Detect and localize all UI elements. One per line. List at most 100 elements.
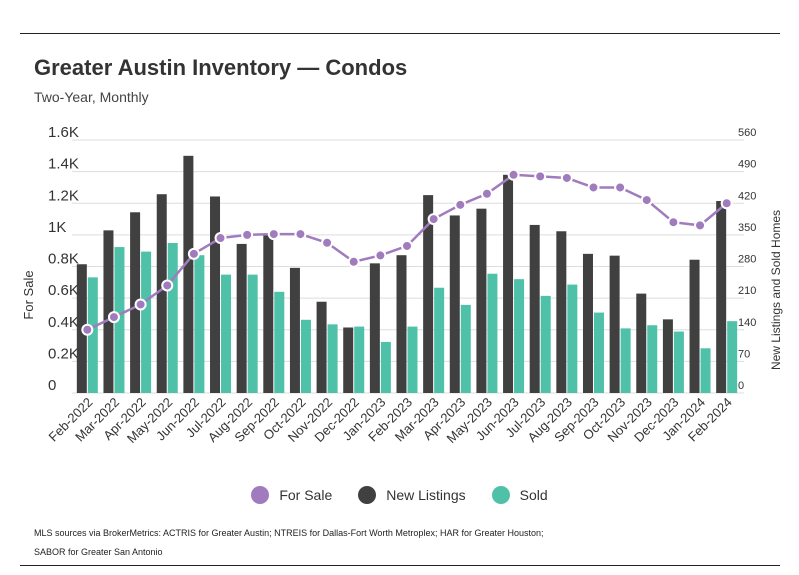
bottom-rule — [20, 565, 780, 566]
sold-bar — [141, 251, 152, 393]
for-sale-point — [214, 232, 227, 245]
new-listings-swatch-icon — [358, 486, 377, 504]
y-tick-label: 0.6K — [48, 282, 79, 299]
sold-bar — [380, 341, 391, 393]
y2-tick-label: 70 — [738, 348, 750, 360]
legend: For Sale New Listings Sold — [0, 486, 799, 504]
sold-bar — [593, 312, 604, 393]
new-listings-bar — [183, 155, 194, 393]
new-listings-bar — [689, 259, 700, 393]
chart-subtitle: Two-Year, Monthly — [34, 89, 149, 105]
for-sale-point — [161, 279, 174, 292]
for-sale-point — [347, 255, 360, 268]
left-axis-ticks: 0 0.2K 0.4K 0.6K 0.8K 1K 1.2K 1.4K 1.6K — [48, 124, 79, 394]
new-listings-bar — [662, 319, 673, 393]
new-listings-bar — [582, 253, 593, 393]
sold-bar — [167, 243, 178, 393]
new-listings-bar — [316, 301, 327, 393]
new-listings-bar — [716, 200, 727, 393]
new-listings-bar — [210, 196, 221, 393]
y-tick-label: 1.4K — [48, 156, 79, 173]
y-tick-label: 1K — [48, 219, 66, 236]
for-sale-point — [720, 197, 733, 210]
sold-bar — [567, 284, 578, 393]
y2-tick-label: 140 — [738, 317, 756, 329]
y2-axis-label: New Listings and Sold Homes — [769, 210, 783, 370]
for-sale-point — [507, 168, 520, 181]
y2-tick-label: 210 — [738, 285, 756, 297]
for-sale-point — [694, 219, 707, 232]
for-sale-point — [401, 239, 413, 252]
y-tick-label: 1.2K — [48, 187, 79, 204]
y-tick-label: 0.2K — [48, 345, 79, 362]
bars — [76, 155, 738, 393]
new-listings-bar — [289, 267, 300, 393]
chart-canvas: 0 0.2K 0.4K 0.6K 0.8K 1K 1.2K 1.4K 1.6K 0 70 140 21… — [21, 124, 783, 446]
sold-bar — [620, 328, 631, 393]
for-sale-point — [560, 171, 573, 184]
sold-bar — [327, 324, 338, 393]
for-sale-point — [614, 181, 627, 194]
sold-bar — [647, 325, 658, 393]
for-sale-point — [267, 228, 280, 241]
legend-item-sold: Sold — [491, 486, 548, 504]
sold-bar — [114, 247, 125, 393]
sold-bar — [727, 321, 738, 393]
y2-tick-label: 420 — [738, 190, 756, 202]
sold-bar — [221, 274, 232, 393]
for-sale-point — [374, 249, 387, 262]
for-sale-swatch-icon — [251, 486, 270, 504]
for-sale-point — [480, 187, 493, 200]
new-listings-bar — [423, 195, 434, 393]
legend-label-sold: Sold — [519, 487, 548, 503]
y-axis-label: For Sale — [21, 270, 36, 319]
legend-label-for-sale: For Sale — [279, 487, 333, 503]
new-listings-bar — [369, 263, 380, 393]
for-sale-point — [107, 311, 120, 324]
source-note: MLS sources via BrokerMetrics: ACTRIS fo… — [34, 528, 544, 557]
for-sale-point — [134, 298, 147, 311]
new-listings-bar — [503, 174, 514, 393]
new-listings-bar — [263, 234, 274, 393]
for-sale-point — [294, 228, 307, 241]
y2-tick-label: 560 — [738, 127, 756, 139]
for-sale-point — [640, 194, 653, 207]
y2-tick-label: 280 — [738, 254, 756, 266]
new-listings-bar — [529, 224, 540, 393]
y-tick-label: 1.6K — [48, 124, 79, 141]
for-sale-line — [81, 168, 733, 336]
for-sale-line-path — [86, 173, 728, 331]
y-tick-label: 0.4K — [48, 314, 79, 331]
new-listings-bar — [103, 230, 114, 393]
for-sale-point — [187, 247, 200, 260]
for-sale-point — [587, 181, 600, 194]
sold-swatch-icon — [491, 486, 510, 504]
sold-bar — [434, 287, 445, 393]
top-rule — [20, 33, 780, 34]
for-sale-point — [81, 323, 94, 336]
sold-bar — [274, 291, 285, 393]
new-listings-bar — [236, 243, 247, 393]
for-sale-point — [454, 198, 467, 211]
sold-bar — [407, 326, 418, 393]
new-listings-bar — [476, 208, 487, 393]
sold-bar — [354, 326, 365, 393]
new-listings-bar — [636, 293, 647, 393]
sold-bar — [487, 273, 498, 393]
sold-bar — [194, 255, 205, 393]
sold-bar — [247, 274, 258, 393]
for-sale-point — [321, 236, 334, 249]
y2-tick-label: 0 — [738, 380, 744, 392]
sold-bar — [540, 295, 551, 393]
new-listings-bar — [396, 255, 407, 393]
for-sale-point — [534, 170, 547, 183]
y2-tick-label: 350 — [738, 222, 756, 234]
for-sale-point — [241, 228, 254, 241]
y2-tick-label: 490 — [738, 159, 756, 171]
y-tick-label: 0 — [48, 377, 56, 394]
sold-bar — [460, 304, 471, 393]
sold-bar — [514, 279, 525, 393]
y-tick-label: 0.8K — [48, 251, 79, 268]
legend-item-for-sale: For Sale — [251, 486, 332, 504]
right-axis-ticks: 0 70 140 210 280 350 420 490 560 — [738, 127, 756, 392]
